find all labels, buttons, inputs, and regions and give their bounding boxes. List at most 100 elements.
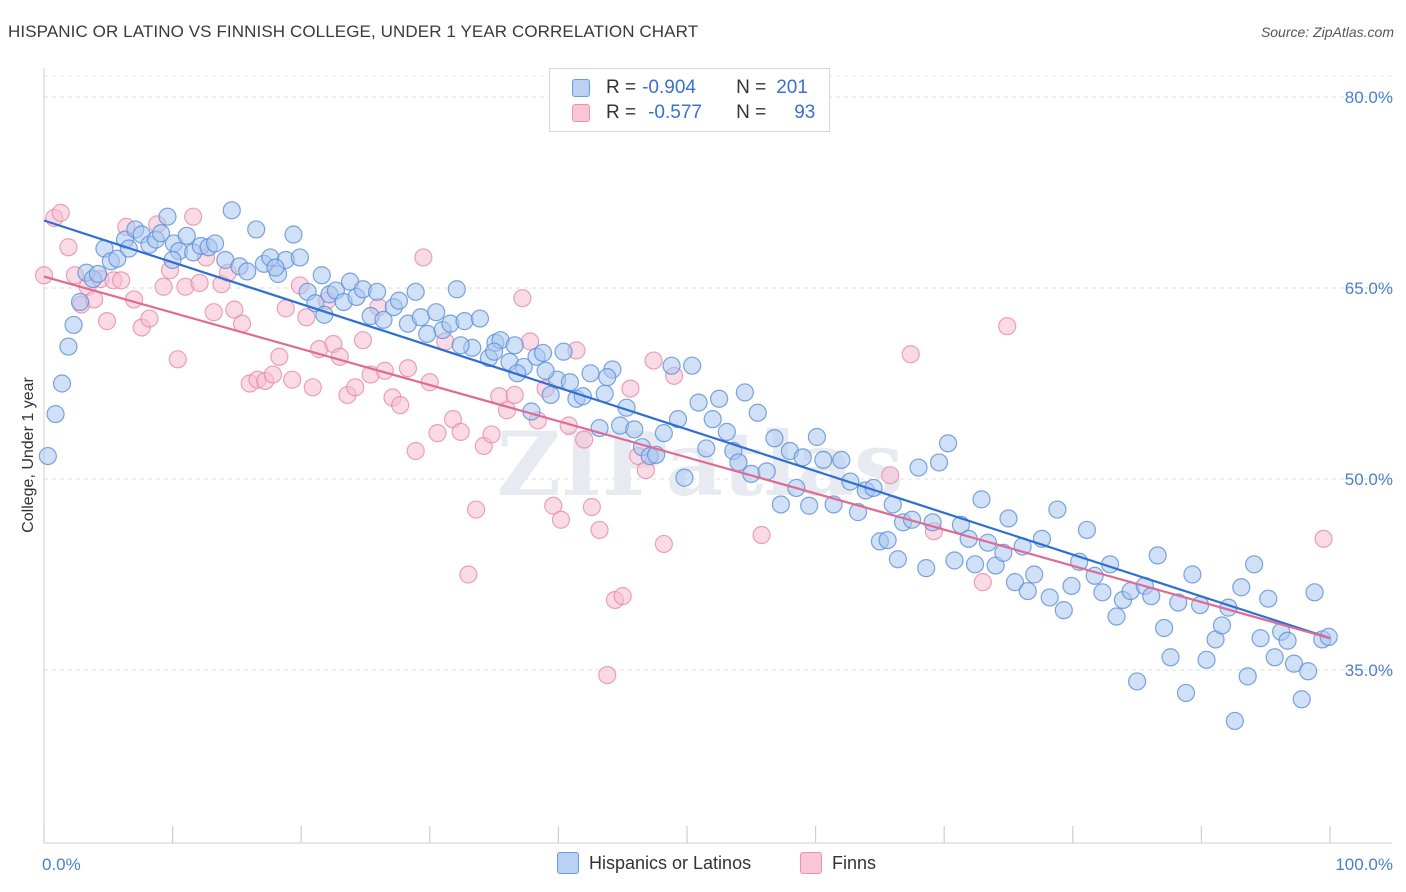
hispanic-point [832,450,851,469]
hispanic-point [1018,581,1037,601]
hispanic-point [717,422,736,441]
hispanic-point [1040,588,1059,607]
hispanic-point [1225,711,1244,731]
finn-point [330,347,349,366]
finn-point [428,424,447,443]
hispanic-point [1292,690,1311,709]
hispanic-point [945,551,964,570]
finn-point [398,359,418,378]
y-axis-label: College, Under 1 year [20,377,37,533]
hispanic-point [533,343,553,363]
hispanic-point [1161,648,1180,667]
hispanic-point [108,249,127,268]
hispanic-point [536,361,555,380]
y-tick-label: 65.0% [1345,279,1393,298]
hispanic-point [654,424,673,443]
hispanic-point [455,312,474,331]
finn-point [513,289,532,308]
bottom-legend-finns: Finns [800,852,876,874]
hispanic-point [1169,593,1188,612]
hispanic-point [418,324,437,343]
hispanic-point [1107,607,1126,626]
finn-point [575,430,594,449]
n-label: N = [736,77,767,98]
hispanic-point [284,225,303,244]
hispanic-point [888,550,908,569]
hispanic-point [505,336,524,355]
finn-point [451,422,470,441]
finn-point [263,365,283,384]
y-tick-label: 50.0% [1345,470,1393,489]
finn-point [881,466,900,485]
finn-point [283,370,302,389]
finn-point [112,271,131,290]
hispanic-point [1176,683,1196,703]
hispanic-point [800,496,819,515]
n-value: 93 [794,102,816,123]
hispanic-point [1025,565,1044,584]
hispanic-point [1155,618,1174,638]
hispanic-point [238,262,257,281]
hispanic-point [807,427,826,447]
blue-swatch-icon [572,79,590,97]
finn-point [154,277,173,296]
hispanic-point [451,336,470,355]
hispanic-point [765,429,784,448]
hispanic-point [177,226,196,245]
finn-point [225,300,244,319]
finn-point [51,203,70,222]
x-tick-label: 0.0% [42,855,81,874]
finn-point [901,345,920,364]
hispanic-point [560,373,580,392]
hispanic-point [972,490,991,509]
hispanic-point [929,453,949,472]
x-tick-label: 100.0% [1335,855,1393,874]
hispanic-point [70,292,90,312]
hispanic-point [625,420,644,439]
hispanic-point [247,220,266,239]
finn-point [276,299,295,318]
hispanic-point [367,282,387,301]
bottom-legend-hispanics: Hispanics or Latinos [557,852,751,874]
hispanic-point [541,385,560,405]
hispanic-point [312,266,331,285]
hispanic-point [662,356,681,375]
hispanic-point [151,224,171,243]
hispanic-point [38,446,57,466]
hispanic-point [1232,578,1251,597]
hispanic-point [1259,589,1278,608]
hispanic-point [447,280,466,299]
pink-swatch-icon [800,852,822,874]
hispanic-point [1093,583,1112,602]
hispanic-point [470,309,490,328]
finn-point [644,351,663,370]
finn-point [297,308,316,327]
hispanic-point [389,291,409,310]
finn-point [582,497,601,517]
hispanic-point [683,356,702,375]
finn-point [613,587,632,606]
finn-point [459,565,478,584]
r-label: R = [606,102,637,123]
hispanic-point [675,468,694,487]
correlation-legend: R = -0.904 N = 201 R = -0.577 N = 93 [549,68,830,132]
hispanic-point [222,201,241,220]
hispanic-point [697,439,716,458]
finn-point [752,525,771,545]
hispanic-point [1197,650,1216,669]
hispanic-point [427,303,446,322]
hispanic-point [878,531,897,550]
finn-point [621,379,640,398]
hispanic-point [710,389,729,408]
hispanic-point [52,374,72,393]
finn-point [303,378,322,397]
hispanic-point [1048,500,1067,519]
finn-point [97,312,117,331]
hispanic-point [999,509,1018,528]
hispanic-point [158,207,177,226]
hispanic-point [1245,555,1264,574]
legend-label-finns: Finns [832,852,877,873]
finn-point [544,496,563,515]
hispanic-point [793,448,812,467]
finn-point [466,500,486,519]
